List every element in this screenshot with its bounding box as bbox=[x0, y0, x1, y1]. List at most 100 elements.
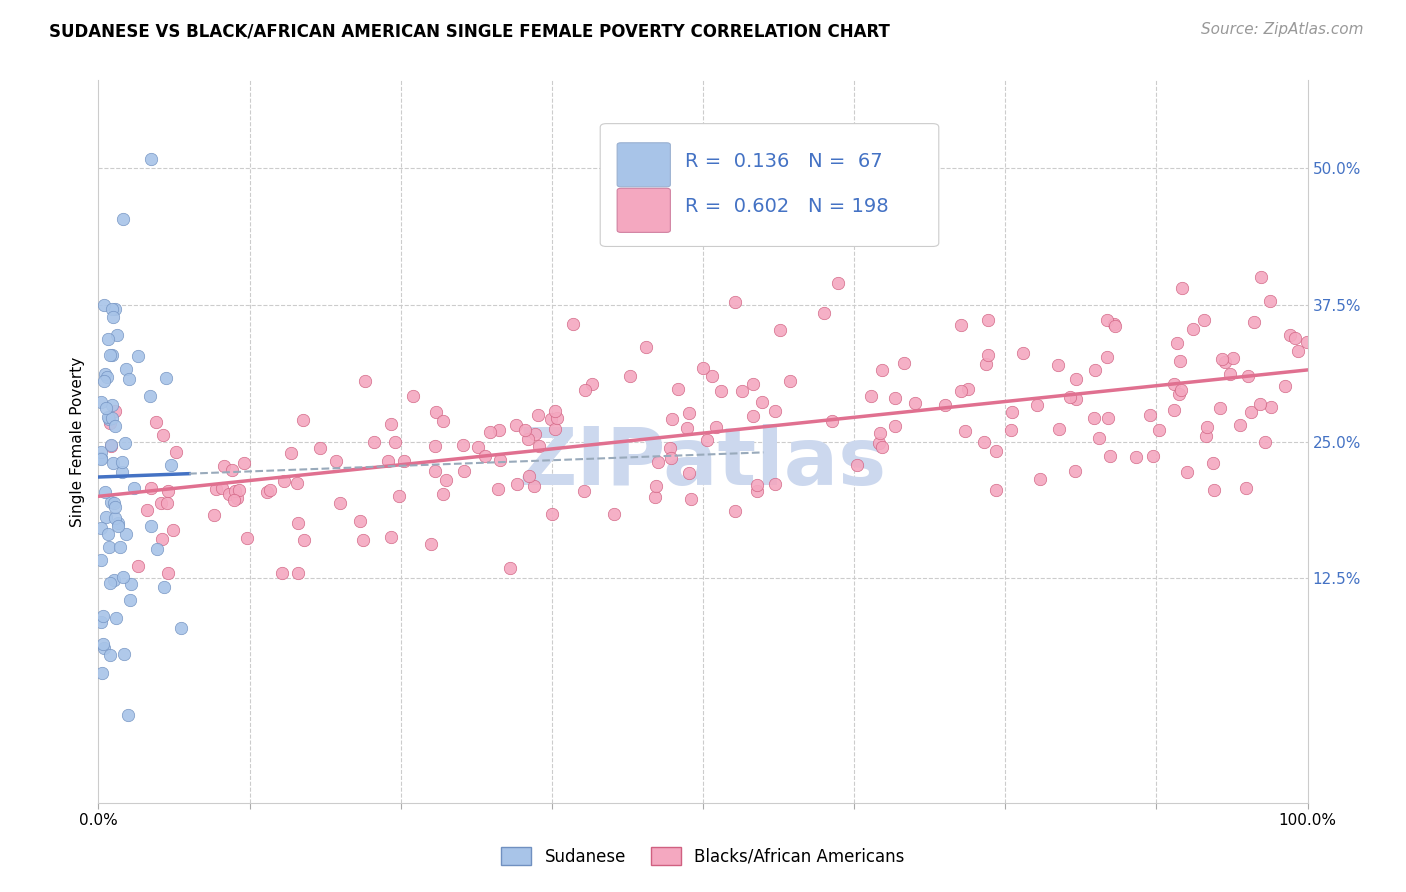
Point bbox=[1182, 322, 1205, 336]
Point bbox=[100, 347, 122, 361]
Point bbox=[111, 455, 134, 469]
Point bbox=[603, 507, 626, 521]
Point bbox=[170, 621, 193, 635]
Point bbox=[488, 423, 510, 437]
Point bbox=[506, 477, 529, 491]
Point bbox=[870, 440, 893, 454]
Point bbox=[145, 541, 167, 556]
Point bbox=[645, 479, 668, 493]
Point bbox=[224, 483, 246, 498]
Point bbox=[540, 412, 562, 426]
Point bbox=[893, 356, 915, 370]
Point bbox=[1194, 429, 1216, 443]
Point bbox=[1064, 464, 1087, 478]
Point bbox=[1147, 423, 1170, 437]
Point bbox=[696, 434, 718, 448]
Point bbox=[541, 507, 564, 521]
Point bbox=[527, 408, 550, 422]
Point bbox=[1286, 344, 1309, 359]
Point bbox=[467, 441, 489, 455]
Point bbox=[681, 491, 703, 506]
Legend: Sudanese, Blacks/African Americans: Sudanese, Blacks/African Americans bbox=[494, 839, 912, 874]
Point bbox=[90, 553, 112, 567]
Point bbox=[884, 418, 907, 433]
Point bbox=[724, 503, 747, 517]
Point bbox=[97, 410, 120, 425]
Point bbox=[763, 404, 786, 418]
Point bbox=[354, 375, 377, 389]
Point bbox=[377, 454, 399, 468]
Point bbox=[723, 294, 745, 309]
Point bbox=[934, 398, 956, 412]
Point bbox=[380, 417, 402, 432]
Point bbox=[104, 611, 127, 625]
Point bbox=[1166, 335, 1188, 350]
Point bbox=[1095, 313, 1118, 327]
Point bbox=[107, 516, 129, 530]
Point bbox=[287, 566, 309, 580]
Point bbox=[678, 406, 700, 420]
Point bbox=[94, 367, 117, 381]
Point bbox=[98, 348, 121, 362]
Point bbox=[156, 483, 179, 498]
Point bbox=[96, 401, 118, 415]
Point bbox=[634, 340, 657, 354]
Point bbox=[1192, 313, 1215, 327]
Point bbox=[747, 484, 769, 499]
Point bbox=[1254, 434, 1277, 449]
Point bbox=[292, 533, 315, 547]
Point bbox=[474, 449, 496, 463]
Point bbox=[883, 392, 905, 406]
Point bbox=[763, 476, 786, 491]
Point bbox=[117, 372, 139, 386]
Point bbox=[974, 357, 997, 371]
Point bbox=[984, 483, 1007, 498]
Point bbox=[425, 405, 447, 419]
Point bbox=[135, 503, 157, 517]
Text: SUDANESE VS BLACK/AFRICAN AMERICAN SINGLE FEMALE POVERTY CORRELATION CHART: SUDANESE VS BLACK/AFRICAN AMERICAN SINGL… bbox=[49, 22, 890, 40]
Point bbox=[647, 455, 669, 469]
Point bbox=[384, 434, 406, 449]
Text: R =  0.136   N =  67: R = 0.136 N = 67 bbox=[685, 152, 883, 170]
Point bbox=[401, 389, 423, 403]
FancyBboxPatch shape bbox=[600, 124, 939, 246]
Point bbox=[1139, 409, 1161, 423]
Point bbox=[489, 453, 512, 467]
Point bbox=[742, 377, 765, 392]
Point bbox=[1234, 481, 1257, 495]
Point bbox=[543, 404, 565, 418]
Point bbox=[90, 445, 112, 459]
Point bbox=[90, 451, 112, 466]
Point bbox=[205, 482, 228, 496]
Point bbox=[96, 370, 118, 384]
Point bbox=[152, 428, 174, 442]
Point bbox=[104, 500, 127, 515]
Point bbox=[666, 383, 689, 397]
Point bbox=[950, 318, 973, 333]
Point bbox=[432, 486, 454, 500]
Point bbox=[103, 496, 125, 510]
Point bbox=[522, 479, 544, 493]
Point bbox=[1163, 376, 1185, 391]
Point bbox=[105, 327, 128, 342]
Point bbox=[529, 439, 551, 453]
Point bbox=[352, 533, 374, 547]
Point bbox=[218, 487, 240, 501]
Point bbox=[1083, 410, 1105, 425]
Point bbox=[659, 451, 682, 466]
Point bbox=[228, 483, 250, 497]
Point bbox=[101, 310, 124, 324]
Point bbox=[212, 458, 235, 473]
Point bbox=[139, 153, 162, 167]
Point bbox=[93, 298, 115, 312]
Point bbox=[1029, 472, 1052, 486]
Point bbox=[572, 484, 595, 499]
Point bbox=[139, 389, 162, 403]
Point bbox=[100, 439, 122, 453]
Point bbox=[1219, 367, 1241, 381]
Point bbox=[731, 384, 754, 399]
Point bbox=[1278, 327, 1301, 342]
Point bbox=[513, 423, 536, 437]
Point bbox=[860, 389, 883, 403]
Point bbox=[1066, 371, 1088, 385]
